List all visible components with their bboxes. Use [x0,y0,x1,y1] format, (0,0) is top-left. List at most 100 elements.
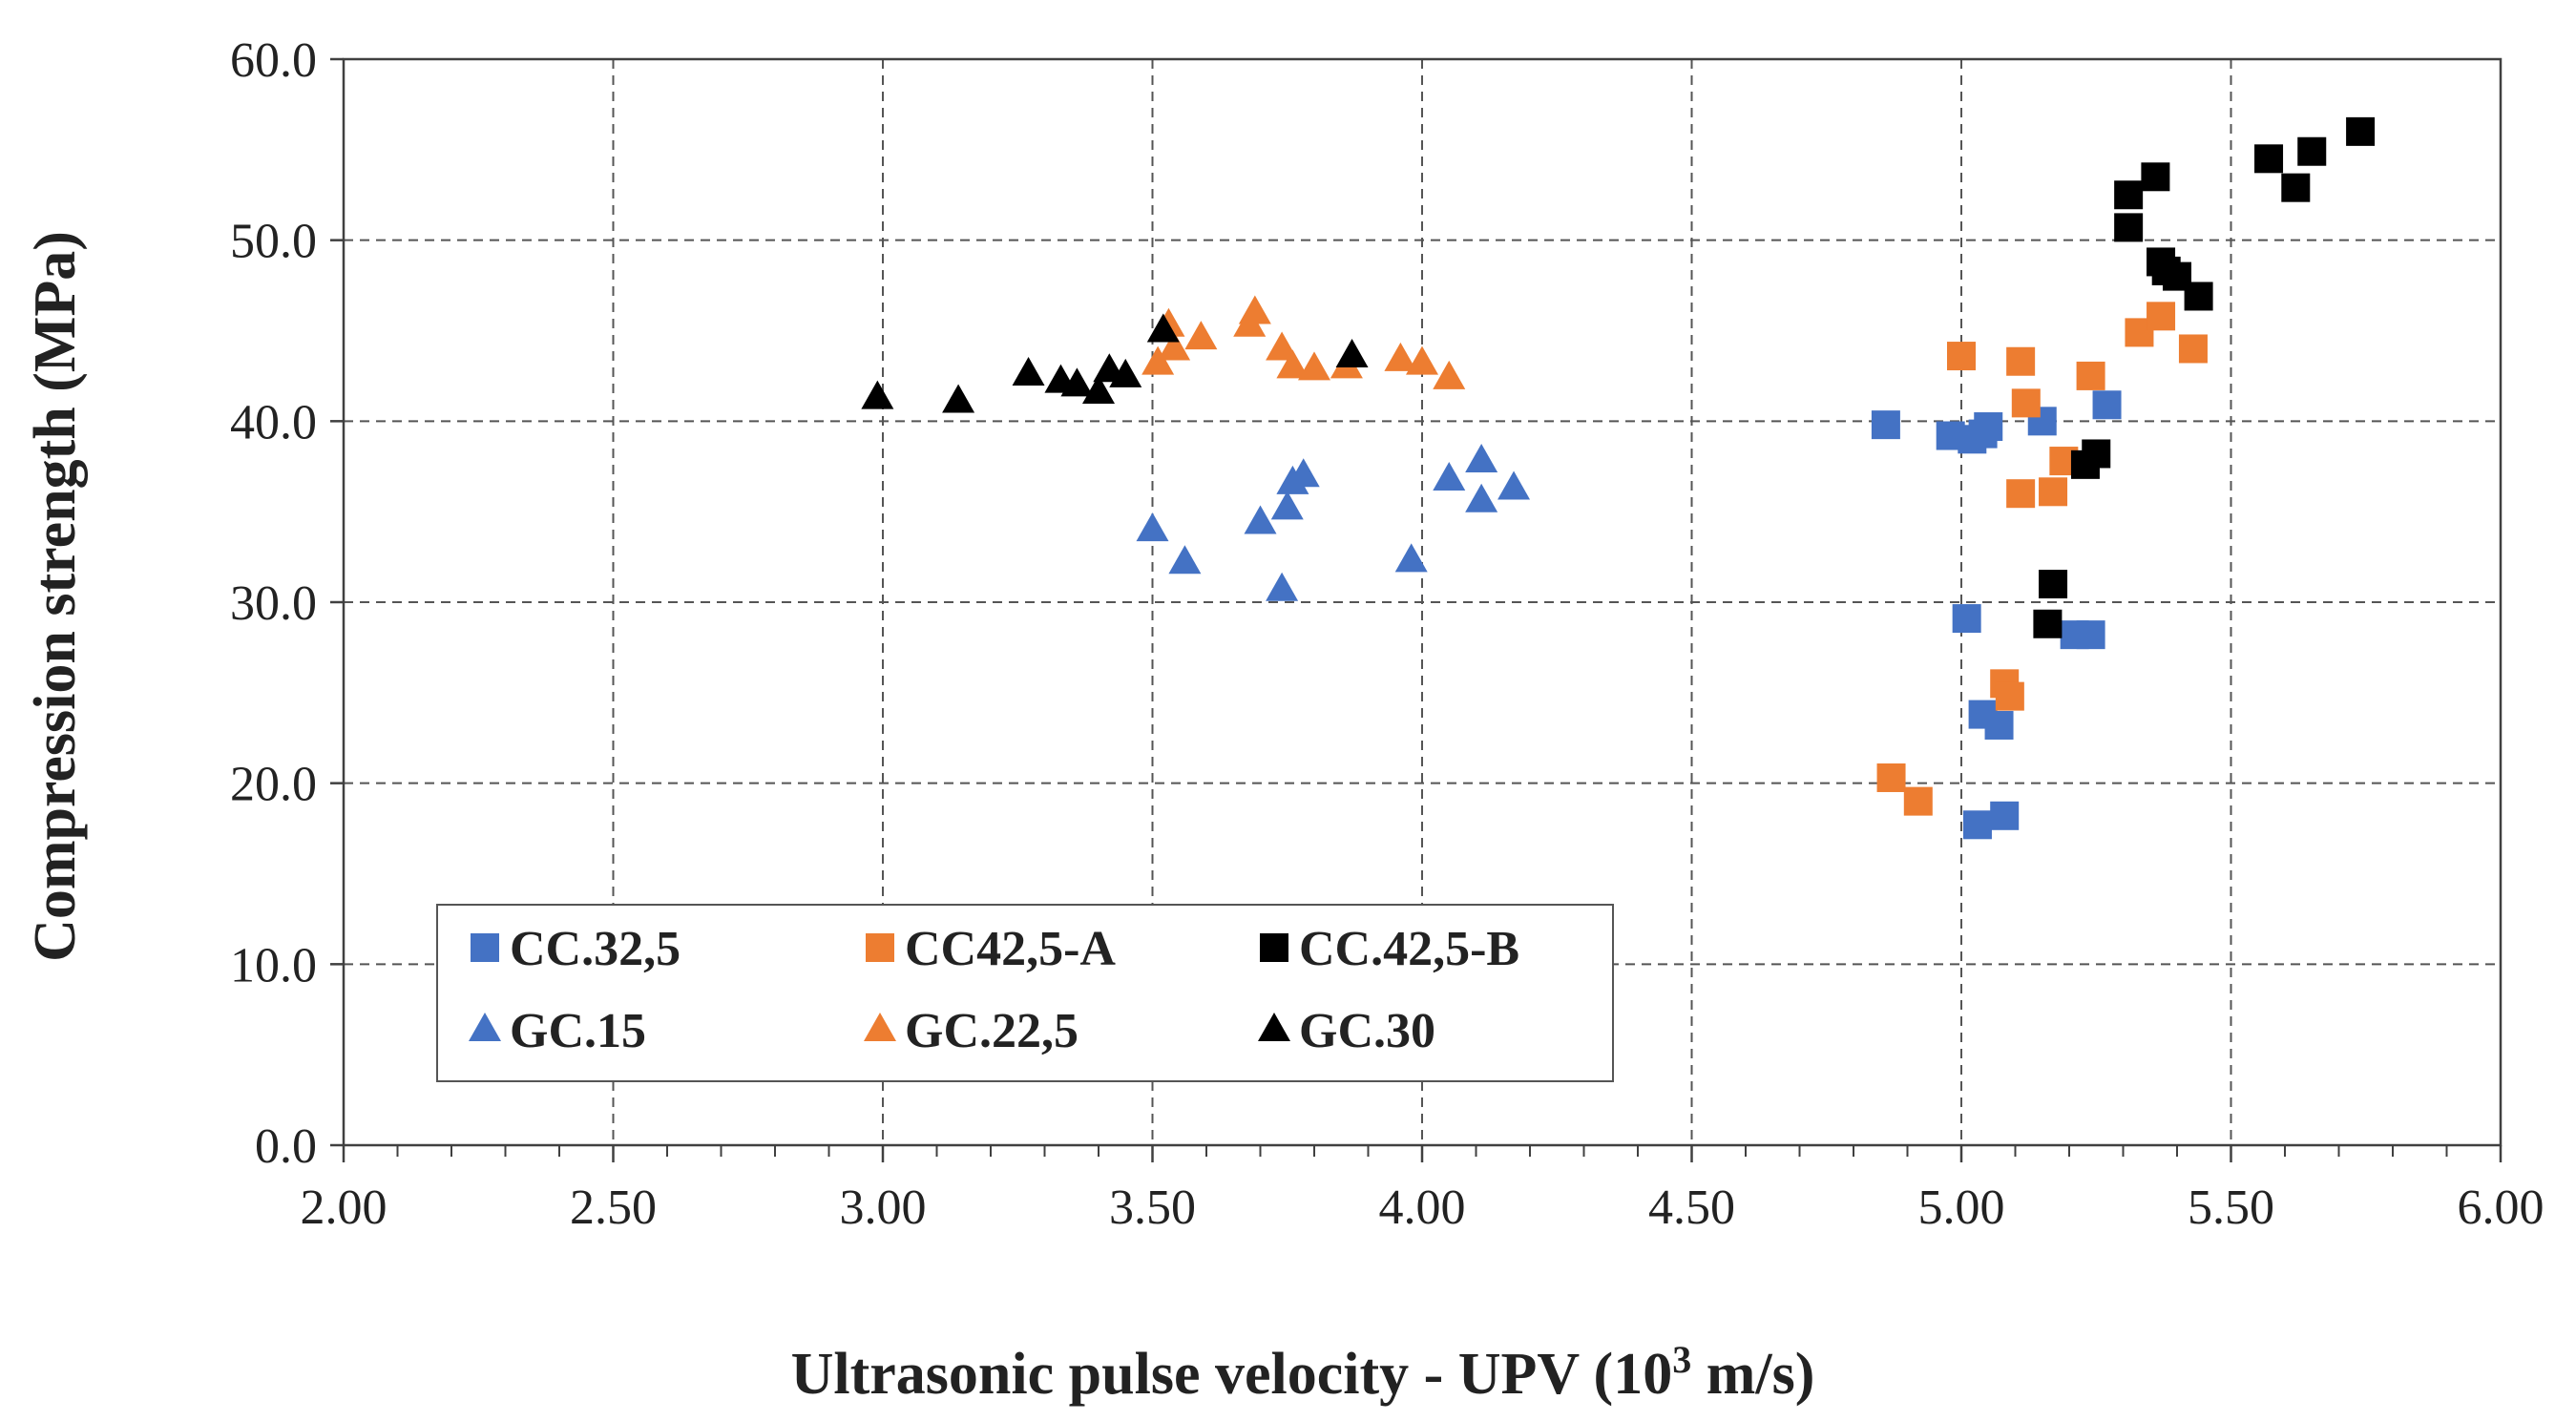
x-tick-label: 2.00 [301,1181,387,1235]
legend-box [436,904,1614,1082]
x-tick-label: 6.00 [2458,1181,2545,1235]
x-tick-label: 5.00 [1918,1181,2005,1235]
data-point [1244,505,1277,534]
data-point [1947,342,1976,371]
data-point [1497,470,1531,500]
y-tick-label: 10.0 [230,938,317,993]
data-point [2184,282,2213,311]
data-point [1433,462,1466,491]
data-point [1406,345,1438,375]
gridlines [344,59,2501,1145]
data-point [1298,351,1330,381]
data-point [2092,390,2122,420]
data-point [2178,334,2208,364]
legend-label: CC.32,5 [510,922,681,976]
data-point [1012,357,1045,387]
data-point [1136,512,1169,542]
data-point [2082,439,2111,469]
data-points [861,116,2376,840]
x-axis-title: Ultrasonic pulse velocity - UPV (103 m/s… [791,1338,1815,1407]
data-point [1082,374,1115,404]
data-point [2006,346,2036,376]
series-cc-42-5-b [2033,116,2376,638]
data-point [1184,321,1218,350]
data-point [1465,444,1498,473]
data-point [2033,609,2063,638]
data-point [1433,360,1466,389]
x-tick-label: 4.00 [1379,1181,1466,1235]
legend-label: GC.22,5 [905,1004,1079,1058]
data-point [1270,491,1304,520]
data-point [1109,358,1142,387]
data-point [2281,173,2311,202]
y-tick-label: 60.0 [230,33,317,88]
data-point [1146,313,1180,343]
data-point [942,384,975,413]
data-point [2006,479,2036,509]
legend-label: CC42,5-A [905,922,1116,976]
data-point [1287,458,1320,488]
y-axis-ticks: 0.0 10.0 20.0 30.0 40.0 50.0 60.0 [230,33,344,1174]
data-point [2076,361,2105,390]
data-point [1384,342,1417,371]
data-point [1876,763,1906,792]
data-point [2254,144,2284,174]
series-gc-15 [1136,444,1531,601]
series-cc-32-5 [1871,390,2122,840]
series-cc42-5-a [1876,302,2208,816]
legend: CC.32,5 CC42,5-A CC.42,5-B GC.15 GC.22,5 GC.3… [436,904,1614,1082]
legend-marker [1258,1013,1290,1041]
data-point [1158,331,1191,361]
data-point [1995,681,2024,711]
series-gc-30 [861,313,1369,413]
data-point [2039,570,2068,599]
y-axis-title: Compression strength (MPa) [23,231,88,962]
legend-marker [864,1013,896,1041]
legend-marker [1260,933,1288,962]
data-point [2346,116,2376,146]
y-tick-label: 30.0 [230,576,317,631]
data-point [1952,604,1981,634]
data-point [1903,786,1933,816]
legend-label: CC.42,5-B [1299,922,1519,976]
data-point [861,380,894,409]
data-point [1465,483,1498,512]
data-point [1266,331,1299,361]
data-point [2114,180,2144,210]
x-tick-label: 3.50 [1109,1181,1196,1235]
data-point [1394,543,1428,573]
x-tick-label: 3.00 [840,1181,927,1235]
data-point [2011,388,2041,418]
data-point [1974,412,2003,442]
x-tick-label: 5.50 [2188,1181,2274,1235]
data-point [2039,477,2068,507]
data-point [1962,810,1992,840]
data-point [1168,545,1202,575]
data-point [1335,339,1369,368]
y-tick-label: 50.0 [230,215,317,269]
data-point [2297,136,2327,166]
y-tick-label: 20.0 [230,758,317,812]
data-point [1141,345,1175,375]
legend-label: GC.15 [510,1004,646,1058]
legend-marker [866,933,894,962]
legend-marker [469,1013,501,1041]
data-point [2141,162,2170,192]
data-point [1266,572,1299,601]
data-point [2114,213,2144,242]
data-point [2076,620,2105,650]
x-tick-label: 4.50 [1648,1181,1735,1235]
x-axis-title-superscript: 3 [1672,1338,1691,1381]
data-point [2147,302,2176,331]
y-tick-label: 0.0 [255,1119,317,1174]
legend-label: GC.30 [1299,1004,1435,1058]
x-axis-ticks: 2.00 2.50 3.00 3.50 4.00 4.50 5.00 5.50 6.00 [301,1145,2545,1235]
data-point [1990,801,2020,830]
y-tick-label: 40.0 [230,395,317,449]
data-point [1238,295,1271,324]
data-point [1060,367,1094,397]
x-tick-label: 2.50 [570,1181,657,1235]
legend-marker [471,933,499,962]
